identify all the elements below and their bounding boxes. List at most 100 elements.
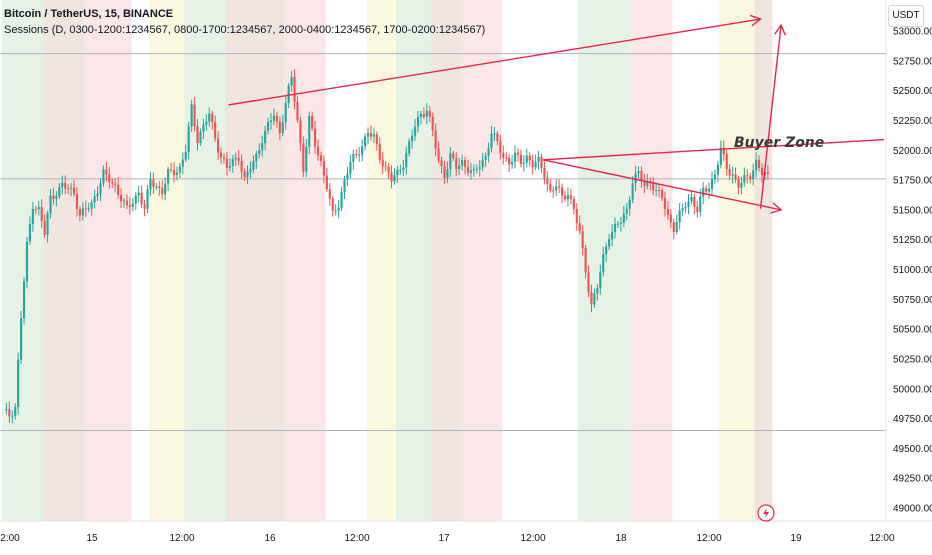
- candle-body: [478, 167, 481, 169]
- time-tick-label: 12:00: [869, 533, 894, 544]
- currency-unit-button[interactable]: USDT: [888, 5, 924, 27]
- candle-body: [425, 110, 428, 117]
- candle-body: [352, 153, 355, 162]
- candle-body: [702, 188, 705, 197]
- candle-body: [325, 175, 328, 190]
- candle-body: [569, 195, 572, 199]
- candle-body: [725, 154, 728, 170]
- session-band: [84, 0, 132, 521]
- trend-line: [228, 18, 761, 106]
- trend-arrow-head: [770, 202, 783, 214]
- candle-body: [25, 241, 29, 282]
- candle-body: [184, 151, 187, 160]
- candle-body: [575, 209, 578, 224]
- candle-body: [196, 125, 199, 143]
- candle-body: [675, 221, 678, 233]
- candle-body: [558, 186, 561, 188]
- lightning-icon[interactable]: [757, 504, 775, 522]
- price-axis-bg: [886, 0, 932, 550]
- session-band: [578, 0, 632, 521]
- candle-body: [760, 168, 764, 176]
- price-tick-label: 52500.00: [893, 86, 932, 97]
- candle-body: [34, 209, 37, 211]
- candle-body: [20, 318, 23, 360]
- candle-body: [552, 190, 555, 192]
- candle-body: [319, 155, 323, 161]
- candle-body: [666, 208, 669, 215]
- candle-body: [561, 187, 564, 196]
- candle-body: [578, 223, 581, 232]
- candle-body: [114, 183, 117, 185]
- candle-body: [161, 187, 164, 195]
- candle-body: [749, 175, 752, 179]
- time-tick-label: 17: [438, 533, 450, 544]
- candle-body: [64, 182, 67, 189]
- candle-body: [272, 115, 276, 121]
- time-tick-label: 12:00: [520, 533, 545, 544]
- candle-body: [331, 198, 334, 211]
- candle-body: [84, 208, 87, 210]
- candle-body: [549, 184, 552, 191]
- price-tick-label: 49500.00: [893, 444, 932, 455]
- candle-body: [625, 208, 628, 214]
- candle-body: [181, 159, 184, 167]
- candle-body: [669, 214, 672, 223]
- candle-body: [437, 148, 440, 161]
- trend-drawings: [228, 14, 885, 214]
- candle-body: [622, 213, 625, 223]
- candle-body: [740, 182, 743, 188]
- candle-body: [511, 161, 514, 165]
- candle-body: [687, 201, 690, 207]
- candle-body: [46, 213, 49, 235]
- candle-body: [275, 115, 278, 122]
- candle-body: [681, 208, 684, 211]
- candle-body: [316, 146, 320, 156]
- candle-body: [128, 205, 131, 207]
- session-band: [631, 0, 673, 521]
- candle-body: [364, 136, 367, 147]
- candle-body: [222, 157, 226, 160]
- session-band: [149, 0, 185, 521]
- trend-line: [542, 159, 782, 211]
- candle-body: [605, 246, 608, 255]
- candle-body: [696, 206, 699, 212]
- candle-body: [43, 220, 46, 235]
- candle-body: [167, 169, 170, 184]
- candle-body: [737, 178, 740, 188]
- trend-arrow-head: [774, 23, 786, 36]
- candle-body: [722, 147, 725, 155]
- candle-body: [481, 159, 484, 168]
- candle-body: [375, 134, 378, 144]
- candle-body: [746, 175, 749, 177]
- session-band: [225, 0, 285, 521]
- candle-body: [369, 133, 373, 137]
- candle-body: [190, 104, 193, 127]
- candle-body: [267, 122, 270, 131]
- price-tick-label: 50250.00: [893, 354, 932, 365]
- candle-body: [99, 183, 102, 194]
- candle-body: [710, 178, 714, 189]
- session-band: [284, 0, 326, 521]
- time-tick-label: 12:00: [696, 533, 721, 544]
- candle-body: [619, 222, 622, 224]
- candle-body: [566, 195, 570, 200]
- candle-body: [663, 198, 667, 209]
- candle-body: [637, 170, 640, 174]
- candle-body: [449, 153, 452, 170]
- candle-body: [528, 155, 531, 161]
- time-tick-label: 16: [264, 533, 276, 544]
- candle-body: [655, 190, 658, 192]
- symbol-title: Bitcoin / TetherUS, 15, BINANCE: [4, 8, 174, 20]
- candle-body: [572, 198, 575, 210]
- candle-body: [172, 169, 176, 176]
- candle-body: [546, 178, 549, 185]
- candle-body: [493, 133, 496, 135]
- candle-body: [202, 124, 205, 132]
- candle-body: [381, 159, 384, 167]
- candle-body: [469, 170, 472, 173]
- candle-body: [81, 208, 84, 216]
- candle-body: [414, 126, 417, 136]
- candle-body: [246, 171, 249, 178]
